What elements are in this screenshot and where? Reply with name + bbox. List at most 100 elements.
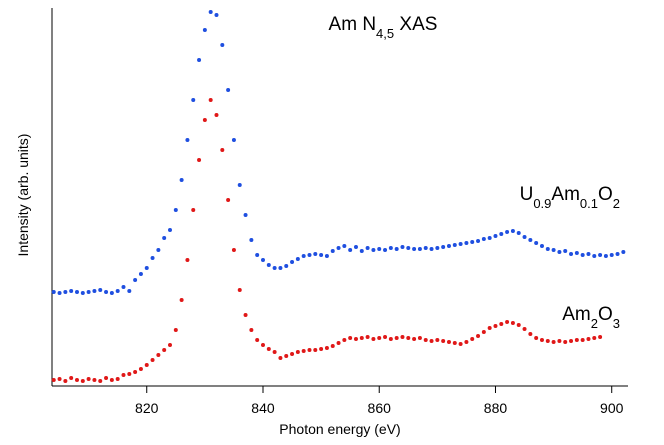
data-point [104, 376, 109, 380]
data-point [377, 336, 382, 340]
data-point [383, 248, 388, 252]
data-point [534, 241, 539, 245]
data-point [324, 346, 329, 350]
data-point [74, 290, 79, 294]
x-tick-label: 840 [251, 400, 275, 416]
data-point [406, 336, 411, 340]
data-point [92, 378, 97, 382]
series-label-part: O [598, 304, 613, 325]
data-point [272, 266, 277, 270]
data-point [313, 252, 318, 256]
data-point [487, 236, 492, 240]
data-point [80, 291, 85, 295]
data-point [441, 245, 446, 249]
data-point [528, 238, 533, 242]
data-point [476, 239, 481, 243]
data-point [470, 240, 475, 244]
data-point [284, 264, 289, 268]
data-point [266, 263, 271, 267]
series-label-sub: 3 [613, 316, 620, 331]
data-point [167, 228, 172, 232]
data-point [290, 260, 295, 264]
data-point [115, 377, 120, 381]
data-point [173, 328, 178, 332]
data-point [476, 334, 481, 338]
data-point [156, 248, 161, 252]
data-point [586, 252, 591, 256]
data-point [237, 183, 242, 187]
data-point [255, 253, 260, 257]
data-point [505, 320, 510, 324]
data-point [406, 246, 411, 250]
data-point [557, 250, 562, 254]
data-point [435, 338, 440, 342]
data-point [92, 289, 97, 293]
data-point [470, 337, 475, 341]
data-point [156, 353, 161, 357]
data-point [446, 244, 451, 248]
x-axis-label: Photon energy (eV) [279, 421, 400, 437]
chart-title-sub: 4,5 [376, 26, 394, 41]
data-point [115, 289, 120, 293]
data-point [138, 367, 143, 371]
data-point [516, 231, 521, 235]
data-point [615, 252, 620, 256]
data-point [109, 378, 114, 382]
data-point [429, 247, 434, 251]
data-point [510, 321, 515, 325]
data-point [557, 339, 562, 343]
data-point [545, 339, 550, 343]
data-point [505, 230, 510, 234]
series-label-part: Am [562, 304, 591, 325]
x-tick-label: 900 [600, 400, 624, 416]
data-point [522, 235, 527, 239]
series-label: U0.9Am0.1O2 [520, 184, 620, 211]
data-point [284, 354, 289, 358]
data-point [353, 337, 358, 341]
data-point [214, 13, 219, 17]
data-point [121, 373, 126, 377]
data-point [342, 338, 347, 342]
data-point [185, 258, 190, 262]
data-point [441, 339, 446, 343]
chart-title: Am N4,5 XAS [329, 14, 438, 41]
data-point [400, 245, 405, 249]
chart-title-part: Am N [329, 14, 377, 35]
data-point [481, 330, 486, 334]
data-point [191, 98, 196, 102]
data-point [295, 350, 300, 354]
data-point [394, 336, 399, 340]
data-point [313, 348, 318, 352]
data-point [133, 370, 138, 374]
data-point [202, 118, 207, 122]
data-point [569, 252, 574, 256]
data-point [621, 250, 626, 254]
data-point [365, 335, 370, 339]
data-point [74, 378, 79, 382]
data-point [580, 253, 585, 257]
data-point [603, 254, 608, 258]
y-axis-label: Intensity (arb. units) [15, 134, 31, 257]
data-point [98, 288, 103, 292]
series-label-part: U [520, 184, 534, 205]
data-point [162, 236, 167, 240]
data-point [278, 356, 283, 360]
data-point [301, 349, 306, 353]
data-point [487, 326, 492, 330]
data-point [592, 336, 597, 340]
data-point [348, 248, 353, 252]
data-point [121, 285, 126, 289]
data-point [551, 340, 556, 344]
data-point [127, 372, 132, 376]
data-point [191, 208, 196, 212]
data-point [464, 241, 469, 245]
data-point [598, 335, 603, 339]
data-point [563, 340, 568, 344]
data-point [144, 266, 149, 270]
data-point [144, 363, 149, 367]
data-point [539, 338, 544, 342]
data-point [51, 290, 56, 294]
data-point [423, 246, 428, 250]
data-point [569, 339, 574, 343]
data-point [86, 290, 91, 294]
